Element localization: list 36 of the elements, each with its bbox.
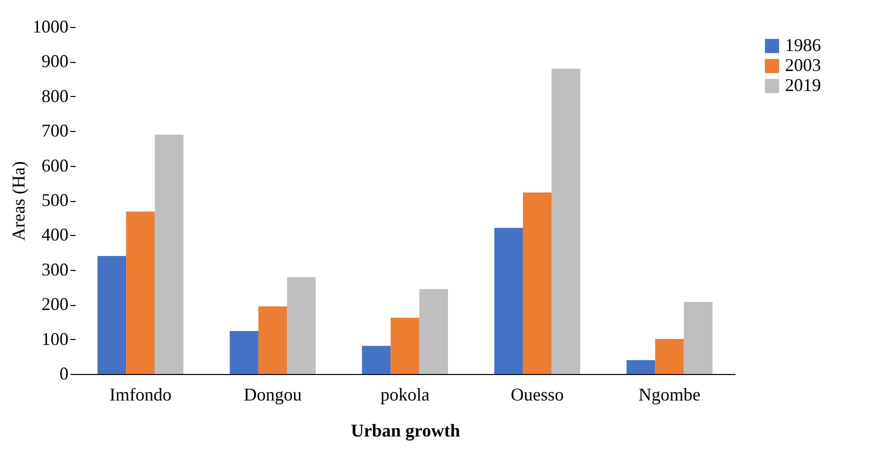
bar — [655, 338, 684, 374]
bar — [494, 228, 523, 374]
bar — [390, 318, 420, 374]
y-axis-title: Areas (Ha) — [8, 161, 28, 241]
y-tick-label: 100 — [42, 328, 68, 349]
x-tick-label: Imfondo — [109, 384, 172, 404]
y-tick-label: 600 — [42, 155, 68, 176]
y-tick-label: 800 — [42, 86, 68, 106]
y-tick-label: 500 — [42, 190, 68, 210]
bar — [97, 256, 126, 374]
y-tick-label: 200 — [42, 294, 68, 314]
x-tick-label: Ouesso — [510, 384, 564, 404]
bar — [362, 346, 391, 374]
bar — [419, 288, 448, 374]
legend-label: 2019 — [785, 75, 821, 95]
bar — [230, 330, 258, 374]
bar — [287, 277, 316, 374]
x-tick-label: pokola — [380, 384, 430, 404]
bar — [126, 212, 155, 374]
bar — [258, 306, 288, 374]
bar — [522, 192, 552, 374]
bar — [684, 302, 713, 374]
y-tick-label: 300 — [42, 259, 68, 280]
y-tick-label: 900 — [42, 51, 68, 72]
y-tick-label: 0 — [60, 364, 68, 384]
x-tick-label: Dongou — [244, 384, 302, 404]
bar — [552, 68, 580, 374]
y-tick-label: 1000 — [32, 16, 68, 36]
y-tick-label: 400 — [42, 224, 68, 245]
legend-label: 1986 — [785, 35, 821, 55]
y-tick-label: 700 — [42, 120, 68, 141]
bar — [626, 360, 656, 374]
x-axis-title: Urban growth — [350, 420, 460, 440]
x-tick-label: Ngombe — [638, 384, 701, 404]
bar — [154, 134, 184, 374]
legend-label: 2003 — [785, 55, 821, 75]
